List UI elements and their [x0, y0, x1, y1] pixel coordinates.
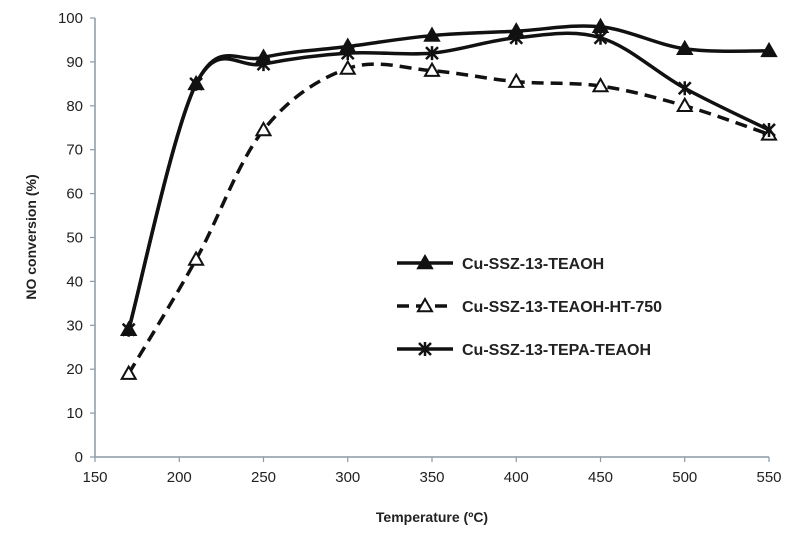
data-point: [187, 250, 205, 266]
y-tick-label: 60: [66, 186, 83, 203]
x-tick-label: 500: [672, 469, 697, 486]
data-point: [189, 76, 203, 91]
series-line: [127, 62, 770, 375]
legend-label: Cu-SSZ-13-TEPA-TEAOH: [462, 342, 651, 359]
series-1: [119, 59, 778, 380]
legend-marker: [416, 296, 434, 313]
data-point: [423, 61, 441, 77]
y-tick-label: 90: [66, 54, 83, 71]
data-point: [762, 122, 776, 137]
y-tick-label: 50: [66, 230, 83, 247]
data-point: [507, 72, 525, 88]
data-point: [593, 30, 608, 45]
legend-label: Cu-SSZ-13-TEAOH-HT-750: [462, 299, 662, 316]
y-tick-label: 20: [66, 361, 83, 378]
y-axis-label: NO conversion (%): [23, 174, 39, 299]
data-point: [256, 57, 271, 72]
y-tick-label: 70: [66, 142, 83, 159]
x-tick-label: 400: [504, 469, 529, 486]
data-point: [676, 96, 694, 113]
data-point: [591, 77, 610, 93]
y-tick-label: 30: [66, 317, 83, 334]
series-2: [121, 30, 776, 337]
legend-marker: [416, 253, 434, 270]
data-point: [339, 59, 357, 75]
series-0: [119, 17, 778, 336]
y-tick-label: 0: [75, 449, 83, 466]
x-tick-label: 450: [588, 469, 613, 486]
x-tick-label: 200: [167, 469, 192, 486]
axes: 150 200 250 300 350 400 450 500 550 0 10 20 30 40 50 60…: [58, 10, 782, 486]
y-tick-label: 40: [66, 273, 83, 290]
series-line: [127, 31, 770, 331]
data-point: [254, 120, 273, 137]
x-tick-label: 300: [335, 469, 360, 486]
data-point: [121, 322, 136, 337]
data-point: [509, 30, 524, 45]
data-point: [677, 81, 692, 96]
x-tick-label: 350: [419, 469, 444, 486]
y-tick-label: 80: [66, 98, 83, 115]
legend: Cu-SSZ-13-TEAOH Cu-SSZ-13-TEAOH-HT-750 Cu-…: [397, 253, 662, 359]
legend-item: Cu-SSZ-13-TEPA-TEAOH: [397, 342, 651, 359]
data-point: [119, 364, 138, 380]
data-point: [676, 39, 694, 55]
x-tick-label: 550: [756, 469, 781, 486]
data-point: [423, 26, 441, 42]
legend-item: Cu-SSZ-13-TEAOH-HT-750: [397, 296, 662, 316]
x-axis-label: Temperature (ºC): [376, 509, 488, 525]
series-layer: [119, 17, 778, 380]
data-point: [340, 46, 355, 61]
data-point: [760, 41, 778, 58]
x-tick-label: 150: [82, 469, 107, 486]
legend-label: Cu-SSZ-13-TEAOH: [462, 256, 604, 273]
data-point: [425, 46, 439, 61]
y-tick-label: 10: [66, 405, 83, 422]
y-tick-label: 100: [58, 10, 83, 27]
legend-marker: [418, 342, 432, 356]
x-tick-label: 250: [251, 469, 276, 486]
legend-item: Cu-SSZ-13-TEAOH: [397, 253, 604, 273]
